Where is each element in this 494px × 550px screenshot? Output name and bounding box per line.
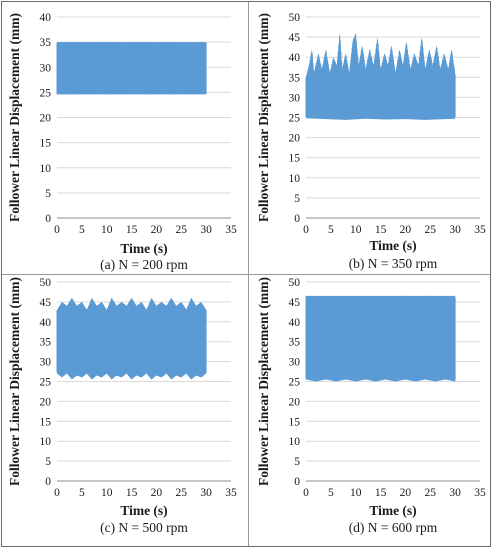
x-tick-label: 20: [151, 224, 163, 236]
y-tick-label: 35: [40, 37, 52, 49]
y-tick-label: 0: [294, 476, 300, 488]
x-tick-label: 0: [54, 224, 60, 236]
y-tick-label: 0: [45, 476, 51, 488]
x-tick-label: 5: [79, 487, 85, 499]
x-tick-label: 0: [54, 487, 60, 499]
x-tick-label: 5: [328, 487, 334, 499]
x-tick-label: 25: [176, 487, 188, 499]
x-tick-label: 0: [303, 224, 309, 236]
chart-panel-3: 0 5 10 15 20 25 30 35 40 45 50 0 5 10 15 20 25 30 35 Time (…: [7, 277, 237, 535]
chart-panel-2: 0 5 10 15 20 25 30 35 40 45 50 0 5 10 15 20 25 30 35 Time (…: [256, 12, 486, 271]
x-tick-label: 30: [449, 487, 461, 499]
x-tick-label: 35: [225, 487, 237, 499]
y-tick-label: 15: [40, 138, 52, 150]
chart-panel-4: 0 5 10 15 20 25 30 35 40 45 50 0 5 10 15 20 25 30 35 Time (…: [256, 277, 486, 535]
x-tick-label: 5: [328, 224, 334, 236]
panel-divider-horizontal: [2, 274, 490, 275]
x-tick-label: 15: [126, 224, 138, 236]
series-signal: [305, 34, 456, 120]
series-signal: [56, 42, 207, 95]
y-tick-label: 25: [40, 377, 52, 389]
y-tick-label: 15: [40, 416, 52, 428]
panel-caption: (c) N = 500 rpm: [100, 520, 188, 535]
y-axis-title: Follower Linear Displacement (mm): [256, 277, 271, 486]
y-tick-label: 45: [40, 297, 52, 309]
y-tick-label: 30: [289, 92, 301, 104]
y-tick-label: 35: [289, 337, 301, 349]
x-tick-label: 10: [350, 487, 362, 499]
y-tick-label: 35: [289, 72, 301, 84]
panel-caption: (b) N = 350 rpm: [349, 256, 438, 271]
y-tick-label: 10: [40, 163, 52, 175]
x-tick-label: 30: [449, 224, 461, 236]
y-tick-label: 20: [289, 396, 301, 408]
y-tick-label: 10: [40, 436, 52, 448]
x-tick-label: 30: [200, 224, 212, 236]
y-tick-label: 5: [294, 193, 300, 205]
series-signal: [56, 298, 207, 380]
y-tick-label: 40: [289, 52, 301, 64]
y-tick-label: 20: [289, 133, 301, 145]
y-tick-label: 20: [40, 396, 52, 408]
y-tick-label: 5: [45, 456, 51, 468]
x-axis-title: Time (s): [369, 503, 416, 518]
y-axis-title: Follower Linear Displacement (mm): [256, 13, 271, 222]
y-tick-label: 15: [289, 153, 301, 165]
x-tick-label: 10: [101, 487, 113, 499]
y-tick-label: 5: [45, 188, 51, 200]
y-tick-label: 0: [294, 213, 300, 225]
x-tick-label: 25: [425, 487, 437, 499]
x-tick-label: 10: [101, 224, 113, 236]
panel-caption: (d) N = 600 rpm: [349, 520, 438, 535]
y-tick-label: 45: [289, 32, 301, 44]
x-tick-label: 35: [474, 224, 486, 236]
series-signal: [305, 295, 456, 382]
y-tick-label: 20: [40, 113, 52, 125]
x-tick-label: 35: [225, 224, 237, 236]
y-tick-label: 50: [40, 277, 52, 289]
y-tick-label: 5: [294, 456, 300, 468]
y-tick-label: 50: [289, 12, 301, 24]
y-tick-label: 35: [40, 337, 52, 349]
y-tick-label: 0: [45, 213, 51, 225]
y-axis-title: Follower Linear Displacement (mm): [7, 13, 22, 222]
x-tick-label: 20: [151, 487, 163, 499]
x-tick-label: 20: [400, 487, 412, 499]
y-tick-label: 10: [289, 173, 301, 185]
x-tick-label: 0: [303, 487, 309, 499]
panel-caption: (a) N = 200 rpm: [100, 257, 188, 272]
y-tick-label: 10: [289, 436, 301, 448]
y-tick-label: 15: [289, 416, 301, 428]
y-tick-label: 45: [289, 297, 301, 309]
y-axis-title: Follower Linear Displacement (mm): [7, 277, 22, 486]
y-tick-label: 40: [289, 317, 301, 329]
x-tick-label: 15: [375, 224, 387, 236]
y-tick-label: 25: [289, 113, 301, 125]
y-tick-label: 30: [40, 357, 52, 369]
panel-divider-vertical: [248, 2, 249, 546]
chart-panel-1: 0 5 10 15 20 25 30 35 40 0 5 10 15 20 25 30 35 Time (s) Fo…: [7, 12, 237, 272]
x-tick-label: 15: [375, 487, 387, 499]
x-tick-label: 20: [400, 224, 412, 236]
y-tick-label: 50: [289, 277, 301, 289]
x-tick-label: 30: [200, 487, 212, 499]
y-tick-label: 40: [40, 317, 52, 329]
y-tick-label: 25: [289, 377, 301, 389]
y-tick-label: 40: [40, 12, 52, 24]
x-axis-title: Time (s): [369, 238, 416, 253]
x-tick-label: 10: [350, 224, 362, 236]
x-tick-label: 25: [425, 224, 437, 236]
y-tick-label: 30: [289, 357, 301, 369]
x-tick-label: 5: [79, 224, 85, 236]
x-tick-label: 25: [176, 224, 188, 236]
x-tick-label: 35: [474, 487, 486, 499]
x-axis-title: Time (s): [120, 503, 167, 518]
x-tick-label: 15: [126, 487, 138, 499]
x-axis-title: Time (s): [120, 241, 167, 256]
y-tick-label: 25: [40, 87, 52, 99]
y-tick-label: 30: [40, 62, 52, 74]
